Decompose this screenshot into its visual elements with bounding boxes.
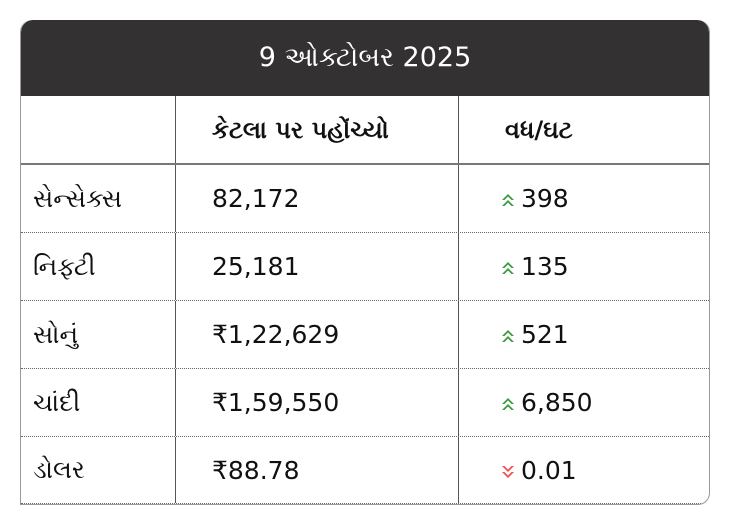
- row-value: 25,181: [176, 233, 459, 300]
- row-value: ₹88.78: [176, 437, 459, 503]
- double-chevron-up-icon: [501, 252, 515, 281]
- header-row: કેટલા પર પહોંચ્યો વધ/ઘટ: [21, 96, 709, 165]
- row-change: 135: [459, 233, 709, 300]
- row-value: ₹1,59,550: [176, 369, 459, 436]
- header-change: વધ/ઘટ: [505, 115, 573, 144]
- row-name: સોનું: [21, 301, 176, 368]
- double-chevron-up-icon: [501, 320, 515, 349]
- row-name: ચાંદી: [21, 369, 176, 436]
- row-value: ₹1,22,629: [176, 301, 459, 368]
- row-value: 82,172: [176, 165, 459, 232]
- change-value: 0.01: [521, 455, 577, 485]
- table-row: ડોલર ₹88.78 0.01: [21, 437, 709, 504]
- header-name: [21, 96, 176, 163]
- row-change: 6,850: [459, 369, 709, 436]
- change-value: 6,850: [521, 388, 593, 417]
- row-name: સેન્સેક્સ: [21, 165, 176, 232]
- market-table: 9 ઓક્ટોબર 2025 કેટલા પર પહોંચ્યો વધ/ઘટ સ…: [20, 20, 710, 505]
- table-row: સેન્સેક્સ 82,172 398: [21, 165, 709, 233]
- row-name: ડોલર: [21, 437, 176, 503]
- change-value: 521: [521, 320, 569, 349]
- table-row: નિફ્ટી 25,181 135: [21, 233, 709, 301]
- table-row: ચાંદી ₹1,59,550 6,850: [21, 369, 709, 437]
- row-name: નિફ્ટી: [21, 233, 176, 300]
- double-chevron-down-icon: [501, 456, 515, 485]
- double-chevron-up-icon: [501, 388, 515, 417]
- table-title: 9 ઓક્ટોબર 2025: [21, 20, 709, 96]
- change-value: 135: [521, 252, 569, 281]
- row-change: 0.01: [459, 437, 709, 503]
- change-value: 398: [521, 184, 569, 213]
- double-chevron-up-icon: [501, 184, 515, 213]
- header-value: કેટલા પર પહોંચ્યો: [176, 96, 459, 163]
- row-change: 398: [459, 165, 709, 232]
- row-change: 521: [459, 301, 709, 368]
- table-row: સોનું ₹1,22,629 521: [21, 301, 709, 369]
